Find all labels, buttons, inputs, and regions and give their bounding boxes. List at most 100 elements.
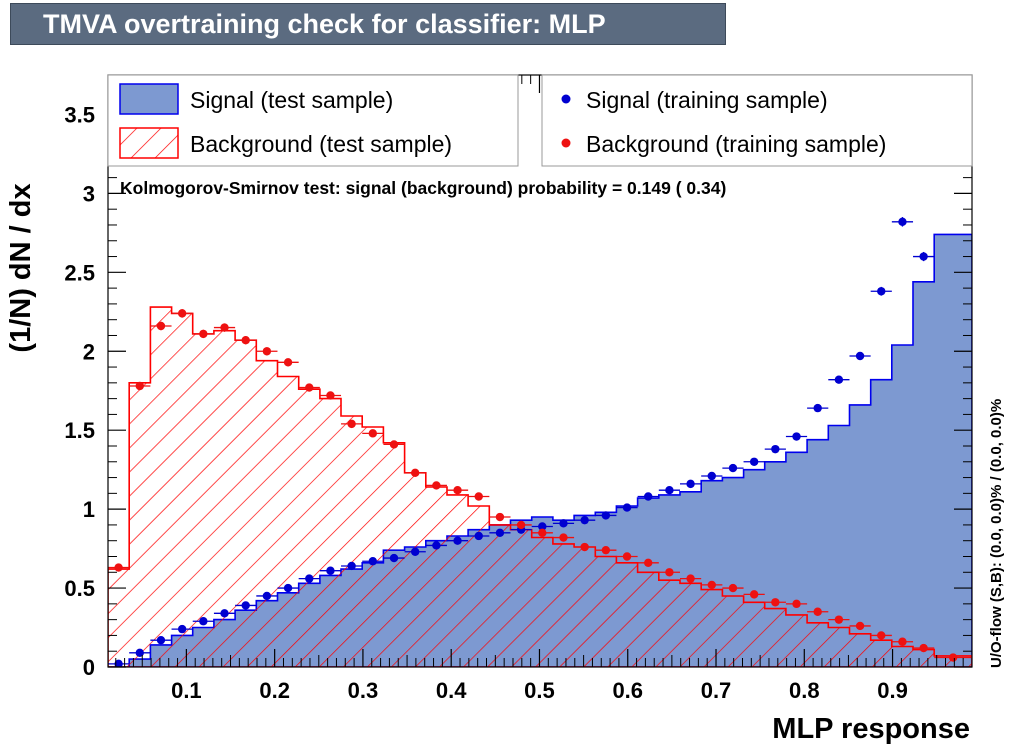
x-tick-label: 0.6 xyxy=(612,678,643,703)
background-training-marker xyxy=(432,481,441,490)
background-training-marker xyxy=(622,552,632,561)
background-training-point xyxy=(192,329,214,339)
background-training-point xyxy=(446,485,469,495)
signal-training-point xyxy=(425,541,447,550)
signal-training-point xyxy=(171,624,193,634)
signal-training-point xyxy=(404,547,426,556)
points-layer xyxy=(108,217,972,667)
background-training-point xyxy=(319,391,342,400)
signal-training-point xyxy=(362,557,384,566)
background-training-point xyxy=(468,492,490,501)
signal-training-point xyxy=(574,515,596,525)
signal-training-point xyxy=(679,479,702,489)
background-training-point xyxy=(701,580,723,590)
legend: Signal (test sample) Background (test sa… xyxy=(107,74,973,167)
y-tick-label: 1.5 xyxy=(64,418,95,443)
signal-training-marker xyxy=(347,561,356,571)
background-training-marker xyxy=(749,590,759,599)
signal-training-marker xyxy=(601,511,611,520)
signal-training-point xyxy=(658,485,680,495)
signal-training-marker xyxy=(135,648,144,657)
y-tick-label: 2.5 xyxy=(64,260,95,285)
background-training-marker xyxy=(948,653,958,662)
background-training-point xyxy=(341,419,363,429)
signal-training-marker xyxy=(495,528,505,538)
legend-swatch-signal-test xyxy=(119,83,179,115)
background-training-point xyxy=(531,528,553,538)
signal-training-point xyxy=(489,528,511,538)
signal-training-marker xyxy=(432,541,441,550)
signal-training-marker xyxy=(834,375,844,384)
signal-training-marker xyxy=(305,574,314,583)
background-training-marker xyxy=(156,321,166,331)
signal-training-marker xyxy=(199,617,208,626)
chart-title: TMVA overtraining check for classifier: … xyxy=(10,3,726,45)
background-training-point xyxy=(404,468,426,478)
background-training-marker xyxy=(241,336,250,345)
signal-training-marker xyxy=(114,659,123,667)
background-training-marker xyxy=(877,631,886,640)
background-training-point xyxy=(235,336,257,345)
background-training-point xyxy=(256,347,278,356)
background-training-marker xyxy=(177,309,187,318)
signal-training-point xyxy=(743,457,765,466)
signal-training-point xyxy=(446,536,469,545)
background-training-point xyxy=(807,607,829,616)
background-training-point xyxy=(722,583,744,593)
legend-marker-background-training xyxy=(561,138,571,148)
signal-training-point xyxy=(616,503,638,512)
background-training-marker xyxy=(199,329,208,339)
background-training-marker xyxy=(495,512,505,522)
background-training-point xyxy=(425,481,447,490)
x-tick-label: 0.1 xyxy=(171,678,202,703)
background-training-marker xyxy=(262,347,272,356)
background-training-marker xyxy=(919,643,928,653)
background-training-point xyxy=(277,358,299,367)
signal-training-marker xyxy=(665,485,674,495)
signal-training-marker xyxy=(283,583,293,593)
signal-training-marker xyxy=(813,403,822,413)
legend-label-background-training: Background (training sample) xyxy=(586,131,886,157)
signal-training-marker xyxy=(644,492,653,501)
background-training-marker xyxy=(813,607,822,616)
signal-training-point xyxy=(637,492,659,501)
signal-training-marker xyxy=(749,457,759,466)
signal-training-marker xyxy=(368,557,378,566)
signal-training-marker xyxy=(389,553,399,563)
background-training-marker xyxy=(283,358,293,367)
signal-training-point xyxy=(807,403,829,413)
signal-training-point xyxy=(298,574,320,583)
signal-training-marker xyxy=(538,522,547,531)
signal-training-marker xyxy=(241,601,250,610)
background-training-point xyxy=(213,323,236,332)
background-training-point xyxy=(913,643,935,653)
signal-training-marker xyxy=(622,503,632,512)
signal-training-marker xyxy=(771,444,780,454)
background-training-marker xyxy=(347,419,356,429)
background-training-point xyxy=(616,552,638,561)
background-training-point xyxy=(595,545,617,555)
signal-training-point xyxy=(552,519,575,528)
background-training-marker xyxy=(728,583,738,593)
background-training-marker xyxy=(771,598,780,607)
signal-training-point xyxy=(785,432,808,441)
background-training-point xyxy=(891,637,914,646)
signal-training-marker xyxy=(559,519,568,528)
signal-training-marker xyxy=(453,536,462,545)
signal-training-marker xyxy=(580,515,589,525)
y-tick-label: 0 xyxy=(83,655,95,680)
background-training-point xyxy=(298,383,320,392)
legend-label-signal-test: Signal (test sample) xyxy=(190,87,393,113)
background-training-point xyxy=(171,309,193,318)
y-tick-label: 3 xyxy=(83,181,95,206)
background-training-marker xyxy=(114,563,123,572)
background-training-point xyxy=(108,563,130,572)
background-training-marker xyxy=(368,429,378,438)
signal-training-point xyxy=(913,251,935,262)
background-training-point xyxy=(849,621,871,631)
signal-training-point xyxy=(277,583,299,593)
signal-training-marker xyxy=(474,531,483,541)
background-training-point xyxy=(510,520,532,530)
background-training-point xyxy=(129,381,151,391)
background-training-point xyxy=(574,542,596,552)
